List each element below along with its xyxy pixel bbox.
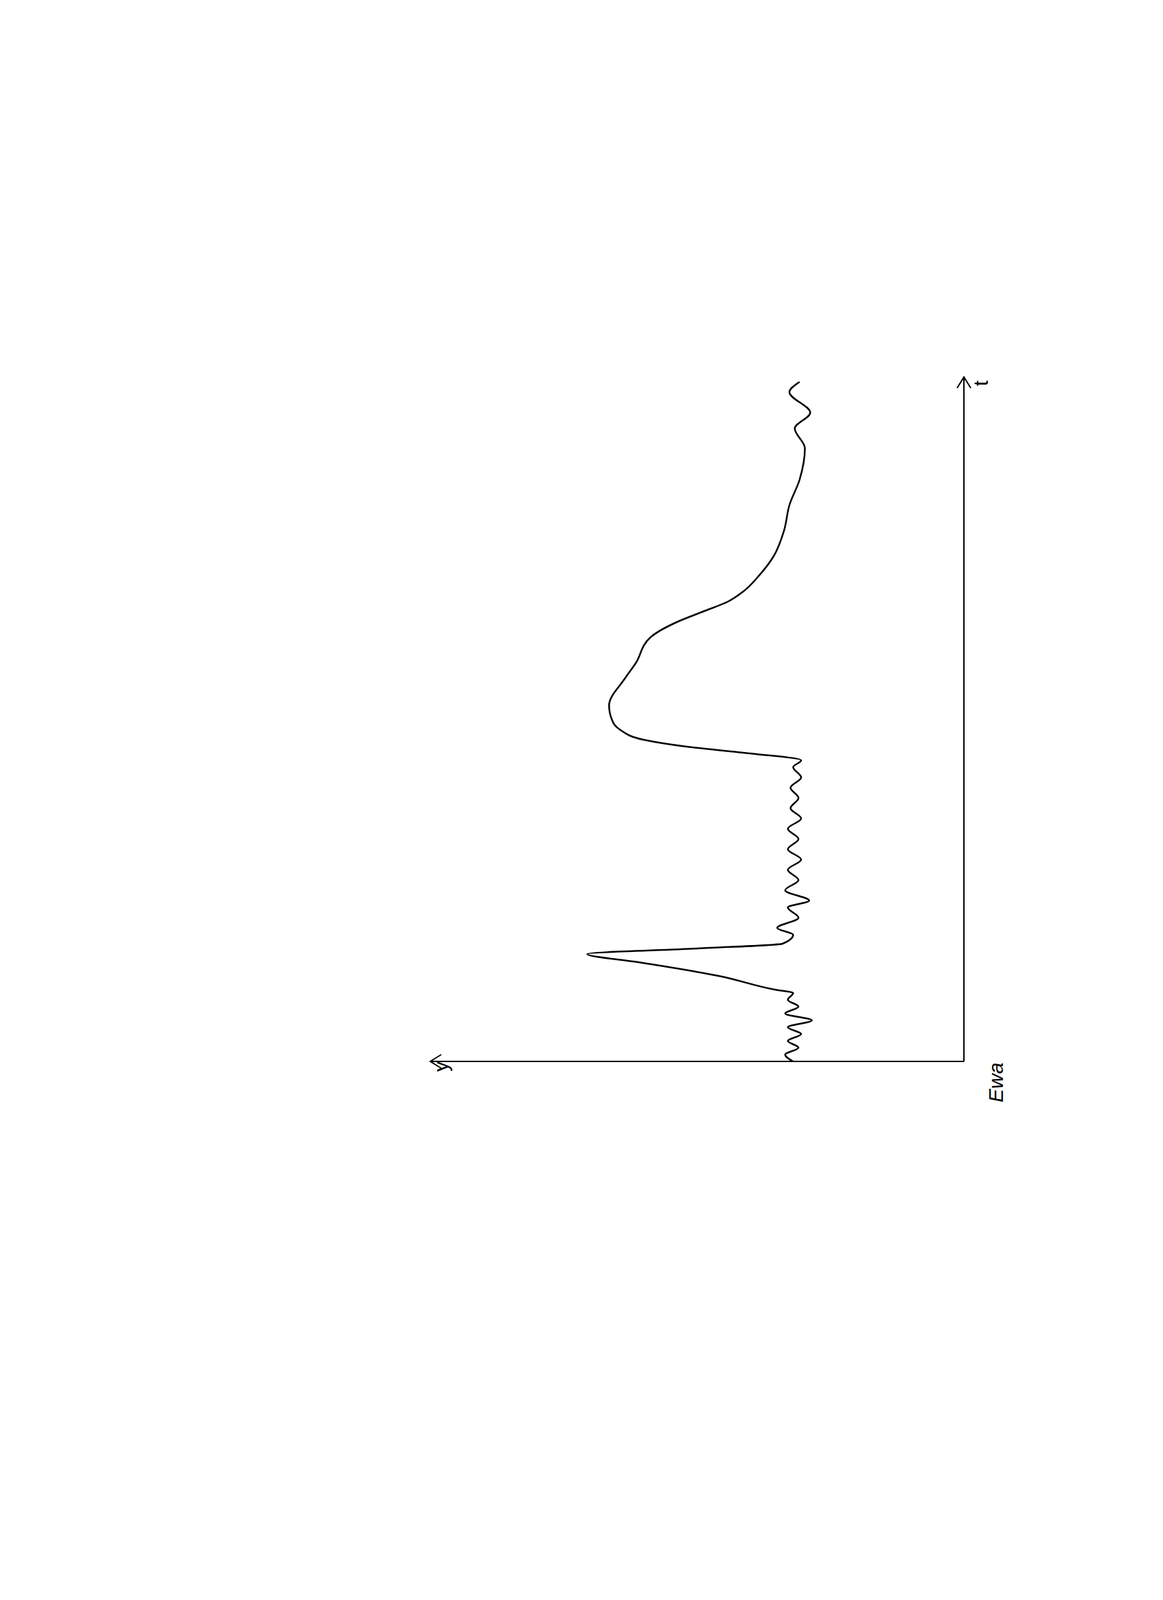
svg-text:t: t: [969, 379, 992, 386]
svg-text:y: y: [429, 1061, 453, 1072]
html-text:Ewa: Ewa: [984, 1062, 1008, 1103]
